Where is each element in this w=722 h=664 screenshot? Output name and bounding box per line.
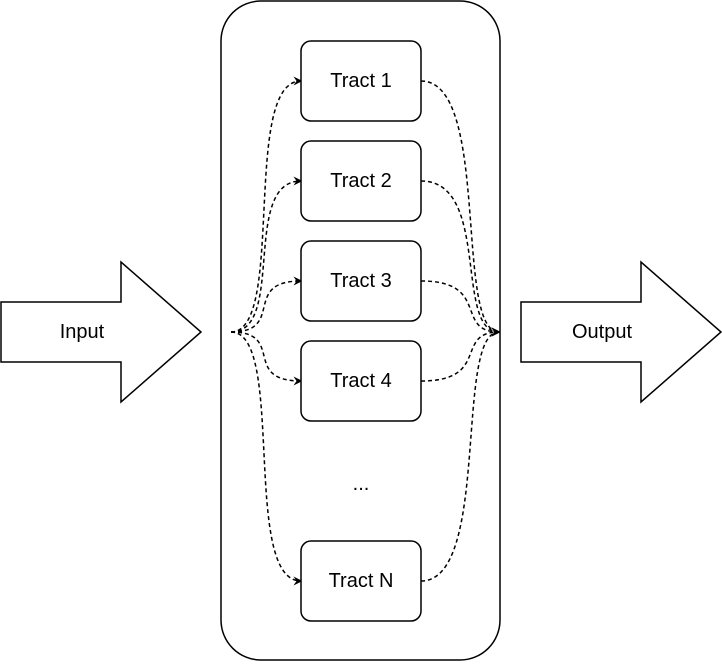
ellipsis: ... xyxy=(353,473,370,495)
connector-in-1 xyxy=(230,76,303,333)
connector-out-n xyxy=(420,327,501,582)
connector-in-3 xyxy=(230,276,303,333)
tract-label-2: Tract 2 xyxy=(330,170,392,192)
connector-out-2 xyxy=(420,180,501,337)
tract-box-2: Tract 2 xyxy=(300,140,422,222)
connector-in-n xyxy=(230,331,303,586)
tract-box-4: Tract 4 xyxy=(300,340,422,422)
connectors xyxy=(230,76,501,586)
tract-label-n: Tract N xyxy=(329,570,394,592)
tract-label-1: Tract 1 xyxy=(330,70,392,92)
tract-box-1: Tract 1 xyxy=(300,40,422,122)
tract-label-3: Tract 3 xyxy=(330,270,392,292)
connector-in-2 xyxy=(230,176,303,333)
tract-label-4: Tract 4 xyxy=(330,370,392,392)
tract-box-3: Tract 3 xyxy=(300,240,422,322)
output-label: Output xyxy=(572,321,632,343)
output-arrow: Output xyxy=(520,260,722,404)
connector-in-4 xyxy=(230,331,303,386)
connector-out-4 xyxy=(420,327,501,382)
input-label: Input xyxy=(60,321,105,343)
connector-out-3 xyxy=(420,280,501,337)
tract-box-n: Tract N xyxy=(300,540,422,622)
input-arrow: Input xyxy=(0,260,203,404)
